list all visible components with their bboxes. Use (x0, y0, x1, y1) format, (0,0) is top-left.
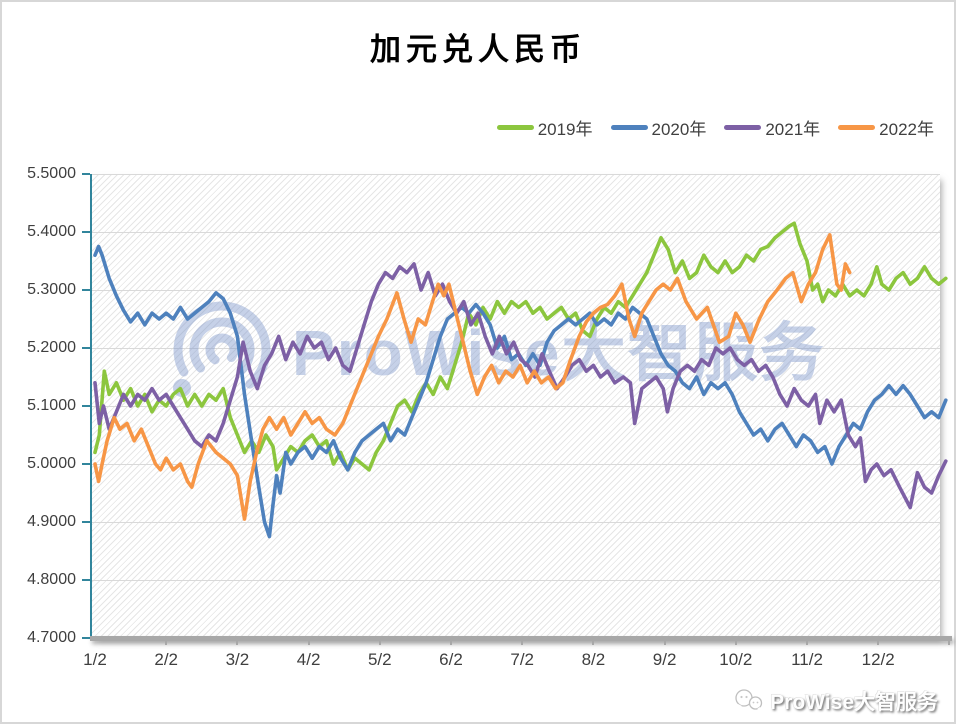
brand-text: ProWise大智服务 (770, 691, 938, 714)
page-title: 加元兑人民币 (370, 32, 586, 68)
legend-swatch-icon (610, 125, 648, 130)
x-axis-tick (877, 641, 880, 645)
y-axis-label: 5.0000 (27, 455, 76, 472)
y-axis-label: 4.7000 (27, 629, 76, 646)
x-axis-label: 10/2 (719, 650, 753, 669)
x-axis-label: 11/2 (791, 650, 823, 669)
gridline (92, 580, 940, 581)
y-axis-label: 4.8000 (27, 571, 76, 588)
series-line-2022年 (93, 233, 852, 521)
chat-bubbles-icon (735, 689, 763, 711)
series-line-2020年 (93, 244, 948, 539)
x-axis-label: 12/2 (861, 650, 895, 669)
y-axis-tick (82, 405, 90, 407)
x-axis-label: 3/2 (225, 650, 250, 669)
legend-label: 2022年 (879, 120, 934, 139)
x-axis-tick (734, 641, 737, 645)
y-axis-label: 5.5000 (27, 165, 76, 182)
gridline (92, 406, 940, 407)
x-axis-tick (450, 641, 452, 645)
y-axis-tick (82, 231, 90, 233)
legend-swatch-icon (724, 125, 762, 130)
gridline (92, 522, 940, 523)
x-axis-label: 4/2 (296, 650, 321, 669)
legend-item-2021年[interactable]: 2021年 (724, 115, 820, 140)
gridline (92, 464, 940, 465)
y-axis-tick (82, 579, 90, 581)
gridline (92, 290, 940, 291)
series-line-2019年 (93, 221, 948, 472)
gridline (92, 174, 940, 175)
x-axis-label: 7/2 (510, 650, 534, 669)
y-axis-label: 4.9000 (27, 513, 76, 530)
y-axis-line (90, 174, 92, 641)
x-axis-label: 5/2 (367, 650, 392, 669)
legend-item-2020年[interactable]: 2020年 (610, 115, 707, 140)
legend-item-2019年[interactable]: 2019年 (496, 115, 593, 140)
x-axis-tick (307, 641, 310, 645)
y-axis-tick (82, 637, 90, 639)
y-axis-tick (82, 463, 90, 465)
y-axis-label: 5.2000 (27, 339, 76, 356)
legend-label: 2019年 (537, 120, 593, 139)
x-axis-tick (521, 641, 524, 645)
x-axis-label: 6/2 (439, 650, 463, 669)
y-axis-tick (82, 173, 90, 175)
y-axis-label: 5.1000 (27, 397, 76, 414)
legend-swatch-icon (838, 125, 876, 130)
chart-legend: 2019年 2020年 2021年 2022年 (496, 115, 934, 140)
x-axis-tick (592, 641, 595, 645)
brand-footer: ProWise大智服务 (734, 686, 938, 716)
x-axis-tick (236, 641, 239, 645)
x-axis-label: 2/2 (154, 650, 178, 669)
y-axis-tick (82, 347, 90, 349)
x-axis-label: 9/2 (652, 650, 677, 669)
y-axis-tick (82, 289, 90, 291)
x-axis-label: 8/2 (581, 650, 606, 669)
x-axis-tick (378, 641, 381, 645)
x-axis-tick (165, 641, 168, 645)
y-axis-label: 5.4000 (27, 223, 76, 240)
plot-area (92, 174, 940, 638)
x-axis-label: 1/2 (83, 650, 107, 669)
x-axis-tick (806, 641, 808, 645)
gridline (92, 232, 940, 233)
x-axis-tick (663, 641, 666, 645)
x-axis-tick (948, 641, 951, 645)
y-axis-label: 5.3000 (27, 281, 76, 298)
series-line-2021年 (93, 262, 948, 510)
legend-item-2022年[interactable]: 2022年 (838, 115, 934, 140)
legend-swatch-icon (496, 125, 534, 130)
series-lines (93, 221, 948, 539)
legend-label: 2020年 (651, 120, 707, 139)
y-axis-tick (82, 521, 90, 523)
legend-label: 2021年 (765, 120, 821, 139)
x-axis-bar (90, 636, 952, 641)
